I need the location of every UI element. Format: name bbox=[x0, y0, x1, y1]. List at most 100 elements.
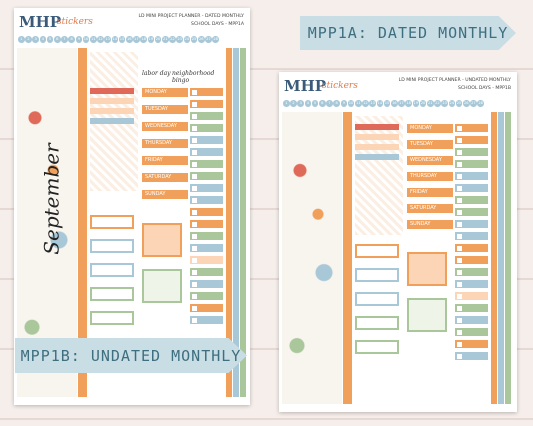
checkbox bbox=[192, 305, 197, 311]
checkbox-strip bbox=[455, 340, 488, 348]
checkbox-strip bbox=[190, 100, 223, 108]
date-circle: 4 bbox=[304, 100, 312, 107]
checkbox bbox=[457, 293, 462, 299]
date-circle: 15 bbox=[118, 36, 126, 43]
checkbox bbox=[192, 221, 197, 227]
color-strip bbox=[355, 154, 399, 160]
box-sticker bbox=[90, 239, 134, 253]
date-circle: 8 bbox=[68, 36, 75, 43]
date-circle: 25 bbox=[190, 36, 198, 43]
checkbox-strip bbox=[190, 124, 223, 132]
date-circle: 23 bbox=[441, 100, 448, 107]
date-circle: 8 bbox=[333, 100, 340, 107]
checkbox-strip bbox=[455, 232, 488, 240]
date-circle: 26 bbox=[463, 100, 470, 107]
date-circle: 5 bbox=[311, 100, 319, 107]
box-sticker bbox=[407, 252, 447, 286]
checkbox bbox=[457, 281, 462, 287]
date-circle: 12 bbox=[97, 36, 104, 43]
checkbox-strip bbox=[455, 160, 488, 168]
date-circle: 25 bbox=[455, 100, 463, 107]
brand-suffix: stickers bbox=[57, 17, 93, 27]
label-tag: MPP1B: UNDATED MONTHLY bbox=[15, 338, 247, 373]
date-circle: 3 bbox=[297, 100, 304, 107]
color-strip bbox=[355, 134, 399, 140]
checkbox bbox=[457, 161, 462, 167]
checkbox bbox=[192, 269, 197, 275]
checkbox bbox=[457, 137, 462, 143]
date-circle: 26 bbox=[198, 36, 205, 43]
checkbox-strip bbox=[455, 328, 488, 336]
date-circle: 17 bbox=[133, 36, 140, 43]
checkbox-strip bbox=[455, 148, 488, 156]
checkbox bbox=[192, 149, 197, 155]
day-label: SUNDAY bbox=[142, 190, 188, 199]
sheet-title: LD MINI PROJECT PLANNER - DATED MONTHLY bbox=[138, 14, 244, 19]
date-circle: 1 bbox=[18, 36, 25, 43]
date-circle: 13 bbox=[369, 100, 376, 107]
checkbox bbox=[457, 233, 462, 239]
date-circle: 22 bbox=[434, 100, 441, 107]
date-circle: 6 bbox=[54, 36, 61, 43]
box-sticker bbox=[142, 223, 182, 257]
checkbox-strip bbox=[455, 316, 488, 324]
date-circle: 9 bbox=[340, 100, 348, 107]
checkbox bbox=[457, 353, 462, 359]
checkbox-strip bbox=[190, 220, 223, 228]
day-label: WEDNESDAY bbox=[407, 156, 453, 165]
date-circle: 28 bbox=[212, 36, 219, 43]
checkbox bbox=[192, 185, 197, 191]
box-sticker bbox=[355, 268, 399, 282]
box-sticker bbox=[90, 263, 134, 277]
date-circle: 2 bbox=[290, 100, 297, 107]
date-circle: 10 bbox=[82, 36, 90, 43]
checkbox-strip bbox=[190, 136, 223, 144]
checkbox bbox=[192, 257, 197, 263]
date-circle: 28 bbox=[477, 100, 484, 107]
checkbox-strip bbox=[190, 316, 223, 324]
side-stripe bbox=[233, 48, 239, 397]
checkbox-strip bbox=[455, 184, 488, 192]
color-strip bbox=[90, 118, 134, 124]
checkbox-strip bbox=[455, 304, 488, 312]
checkbox-strip bbox=[455, 220, 488, 228]
checkbox bbox=[192, 101, 197, 107]
date-circle: 19 bbox=[147, 36, 155, 43]
checkbox-strip bbox=[455, 172, 488, 180]
checkbox bbox=[457, 185, 462, 191]
checkbox-strip bbox=[455, 208, 488, 216]
brand-logo: MHP bbox=[284, 77, 327, 95]
day-label: THURSDAY bbox=[142, 139, 188, 148]
checkbox bbox=[192, 89, 197, 95]
date-circle: 11 bbox=[355, 100, 362, 107]
date-circle: 15 bbox=[383, 100, 391, 107]
day-label: MONDAY bbox=[407, 124, 453, 133]
checkbox bbox=[457, 149, 462, 155]
box-sticker bbox=[355, 244, 399, 258]
date-circle: 16 bbox=[391, 100, 398, 107]
checkbox bbox=[192, 245, 197, 251]
color-strip bbox=[355, 124, 399, 130]
date-circle: 21 bbox=[162, 36, 169, 43]
checkbox-strip bbox=[190, 208, 223, 216]
date-circle: 3 bbox=[32, 36, 39, 43]
date-circle: 17 bbox=[398, 100, 405, 107]
checkbox-strip bbox=[190, 292, 223, 300]
box-sticker bbox=[355, 316, 399, 330]
day-label: FRIDAY bbox=[142, 156, 188, 165]
checkbox-strip bbox=[455, 244, 488, 252]
checkbox-strip bbox=[455, 268, 488, 276]
date-circle: 6 bbox=[319, 100, 326, 107]
checkbox bbox=[457, 341, 462, 347]
month-label: September bbox=[39, 142, 64, 255]
date-circle: 12 bbox=[362, 100, 369, 107]
day-label: FRIDAY bbox=[407, 188, 453, 197]
date-circle: 11 bbox=[90, 36, 97, 43]
checkbox-strip bbox=[455, 124, 488, 132]
day-label: SATURDAY bbox=[142, 173, 188, 182]
checkbox bbox=[457, 329, 462, 335]
checkbox bbox=[192, 173, 197, 179]
date-circle: 7 bbox=[326, 100, 333, 107]
color-strip bbox=[90, 108, 134, 114]
date-circle: 24 bbox=[183, 36, 191, 43]
